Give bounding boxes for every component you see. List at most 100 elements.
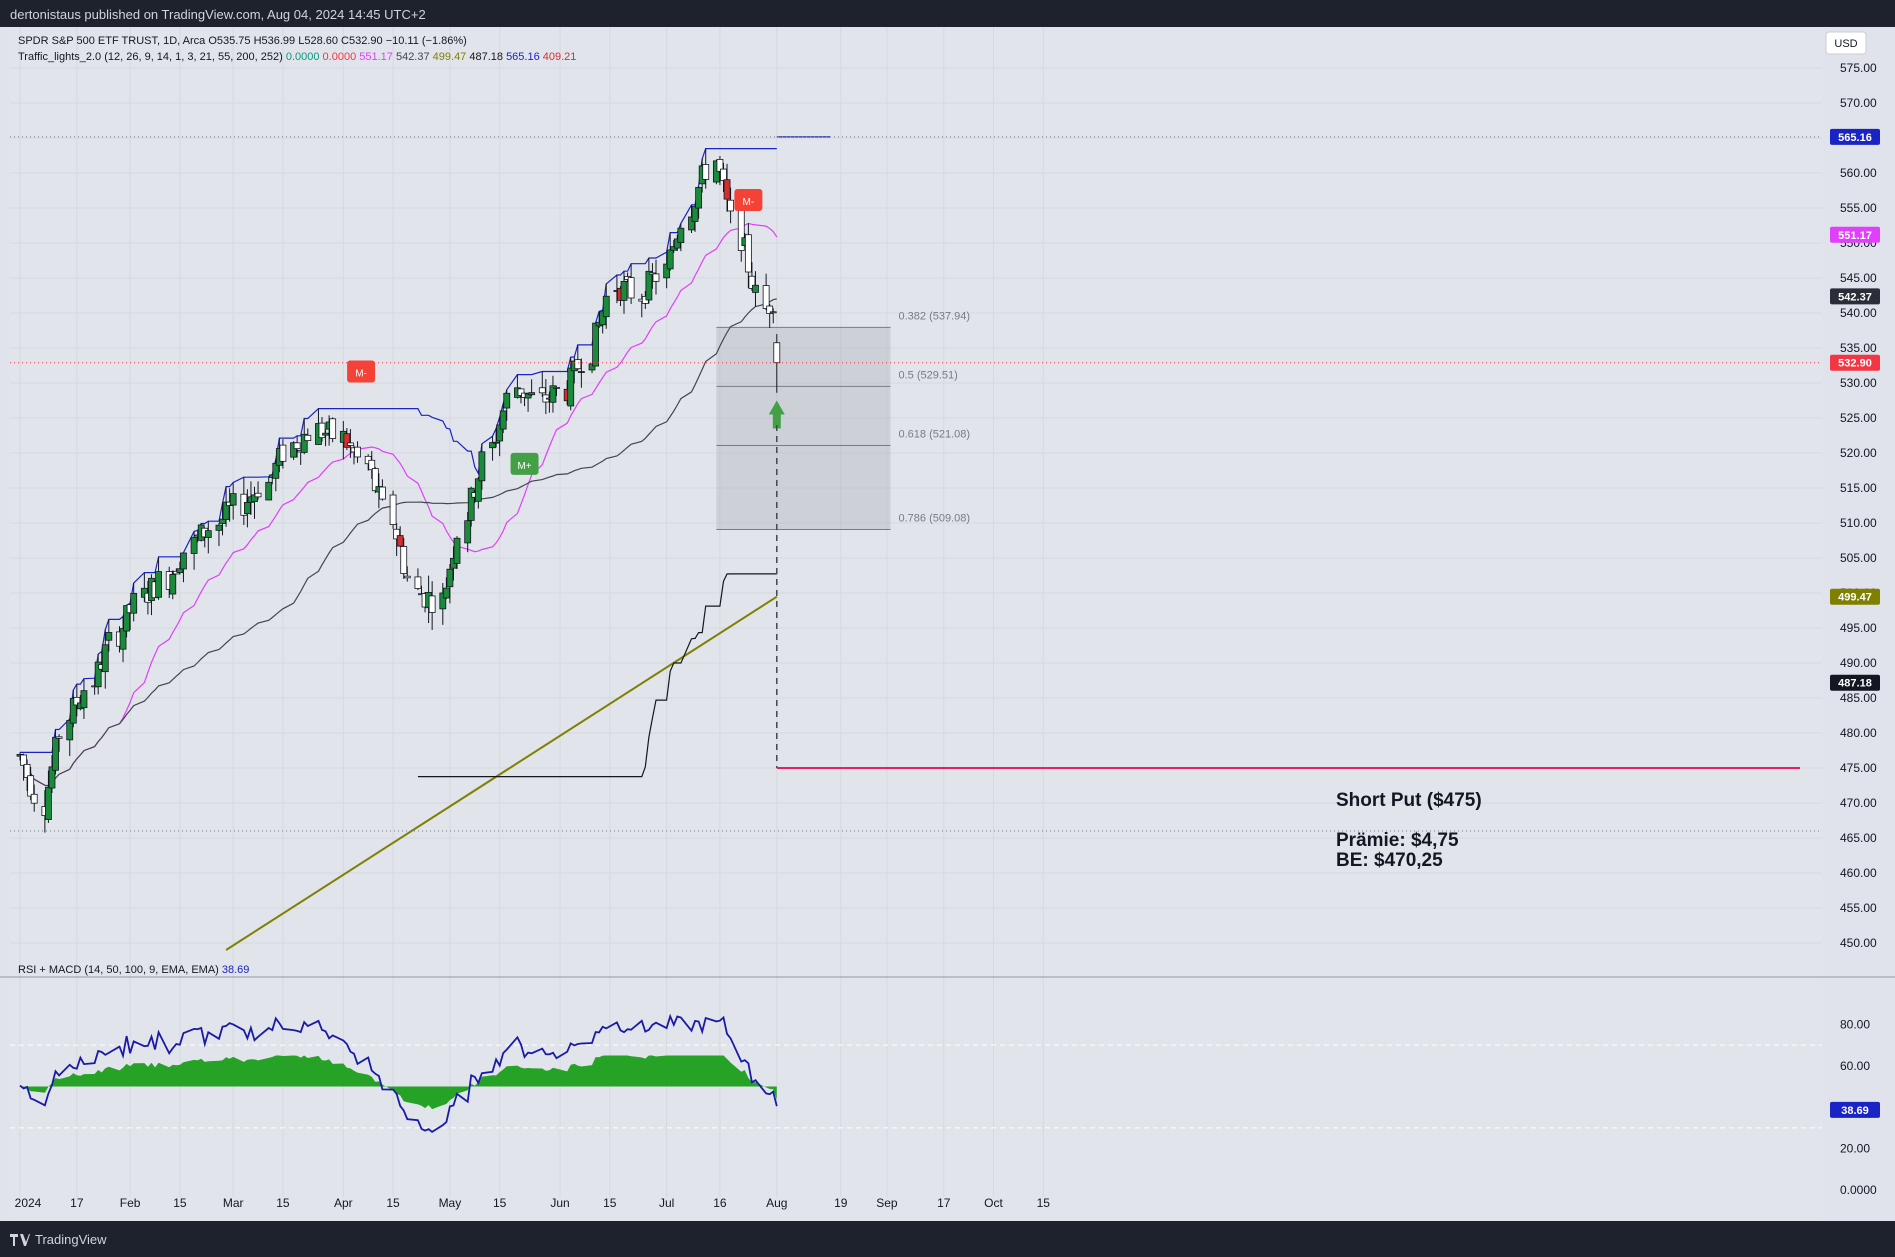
price-badge-label: 542.37: [1838, 291, 1872, 303]
candle-body: [318, 422, 326, 439]
date-tick-label: 15: [1037, 1196, 1051, 1210]
candle-body: [574, 359, 582, 370]
date-tick-label: 15: [603, 1196, 617, 1210]
date-tick-label: Aug: [766, 1196, 787, 1210]
signal-badge-label: M-: [355, 369, 367, 380]
indicator-value: 0.0000: [323, 51, 360, 63]
signal-badge-label: M-: [743, 197, 755, 208]
candle-body: [304, 434, 312, 441]
candle-body: [446, 568, 454, 588]
fib-level-label: 0.786 (509.08): [898, 512, 970, 524]
candle-body: [666, 249, 674, 270]
candle-body: [663, 263, 671, 279]
candle-body: [140, 587, 148, 598]
candle-body: [105, 632, 113, 641]
candle-body: [524, 393, 532, 399]
indicator-legend: Traffic_lights_2.0 (12, 26, 9, 14, 1, 3,…: [18, 51, 576, 63]
symbol-legend: SPDR S&P 500 ETF TRUST, 1D, Arca O535.75…: [18, 35, 467, 47]
price-tick-label: 535.00: [1840, 341, 1877, 355]
date-tick-label: 17: [937, 1196, 951, 1210]
price-badge: [1830, 288, 1880, 305]
price-tick-label: 495.00: [1840, 621, 1877, 635]
candle-body: [748, 275, 756, 289]
candle-body: [329, 418, 337, 439]
price-tick-label: 545.00: [1840, 271, 1877, 285]
indicator-value: 487.18: [469, 51, 506, 63]
price-tick-label: 480.00: [1840, 726, 1877, 740]
ma-21-line: [19, 222, 778, 787]
candlesticks: [16, 148, 781, 833]
rsi-tick-label: 20.00: [1840, 1142, 1870, 1156]
candle-body: [549, 385, 557, 403]
candle-body: [688, 216, 695, 231]
indicator-value: 565.16: [506, 51, 543, 63]
candle-body: [293, 442, 301, 450]
fib-zone: [716, 327, 891, 530]
rsi-macd-legend: RSI + MACD (14, 50, 100, 9, EMA, EMA) 38…: [18, 964, 249, 976]
signal-badge: [510, 452, 539, 475]
candle-body: [354, 446, 361, 458]
date-tick-label: 19: [834, 1196, 848, 1210]
tradingview-logo[interactable]: TradingView: [10, 1232, 107, 1247]
candle-body: [48, 766, 56, 789]
candle-body: [300, 433, 308, 453]
price-badge-label: 487.18: [1838, 678, 1872, 690]
candle-body: [80, 690, 88, 709]
candle-body: [130, 592, 138, 614]
date-tick-label: 15: [493, 1196, 507, 1210]
candle-body: [279, 444, 287, 462]
price-axis[interactable]: 575.00570.00565.00560.00555.00550.00545.…: [1825, 31, 1880, 950]
candle-body: [389, 494, 397, 525]
candle-body: [553, 386, 560, 389]
rsi-tick-label: 0.0000: [1840, 1183, 1877, 1197]
date-tick-label: Feb: [120, 1196, 141, 1210]
date-tick-label: Oct: [984, 1196, 1003, 1210]
candle-body: [219, 518, 226, 524]
premium-label: Prämie: $4,75: [1336, 830, 1459, 851]
price-tick-label: 570.00: [1840, 96, 1877, 110]
indicator-value: 0.0000: [286, 51, 323, 63]
rsi-line: [19, 1013, 778, 1134]
candle-body: [727, 199, 734, 212]
tradingview-brand: TradingView: [35, 1232, 107, 1247]
ma-55-line: [19, 298, 777, 787]
price-tick-label: 475.00: [1840, 761, 1877, 775]
candle-body: [396, 535, 404, 547]
published-header: dertonistaus published on TradingView.co…: [0, 0, 1895, 27]
price-tick-label: 455.00: [1840, 901, 1877, 915]
price-badge: [1830, 674, 1880, 691]
signal-badge: [347, 360, 376, 383]
candle-body: [588, 363, 596, 371]
macd-histogram-area: [20, 1055, 777, 1110]
candle-body: [567, 367, 575, 407]
date-tick-label: 15: [386, 1196, 400, 1210]
candle-body: [30, 793, 38, 804]
candle-body: [23, 763, 31, 778]
candle-body: [368, 459, 376, 471]
candle-body: [773, 342, 781, 364]
price-chart[interactable]: 0.382 (537.94) 0.5 (529.51) 0.618 (521.08)…: [0, 27, 1895, 1221]
candle-body: [94, 661, 102, 688]
candle-body: [119, 628, 127, 650]
date-tick-label: 15: [173, 1196, 187, 1210]
candle-body: [464, 520, 472, 544]
candle-body: [428, 595, 436, 613]
buy-arrow-icon: [768, 400, 785, 429]
time-axis[interactable]: 2024 17 Feb 15 Mar 15 Apr 15 May 15 Jun 15 Jul 16 Aug 1…: [15, 1196, 1051, 1210]
price-badge: [1830, 588, 1880, 605]
price-tick-label: 485.00: [1840, 691, 1877, 705]
currency-button: [1825, 31, 1867, 55]
legend: SPDR S&P 500 ETF TRUST, 1D, Arca O535.75…: [18, 35, 576, 976]
price-tick-label: 470.00: [1840, 796, 1877, 810]
candle-body: [517, 388, 525, 396]
price-tick-label: 490.00: [1840, 656, 1877, 670]
breakeven-label: BE: $470,25: [1336, 850, 1443, 871]
rsi-badge: [1830, 1101, 1880, 1118]
candle-body: [55, 736, 63, 739]
candle-body: [723, 179, 731, 200]
candle-body: [393, 528, 401, 540]
candle-body: [229, 493, 237, 506]
tradingview-icon: [10, 1233, 30, 1246]
candle-body: [123, 605, 130, 632]
